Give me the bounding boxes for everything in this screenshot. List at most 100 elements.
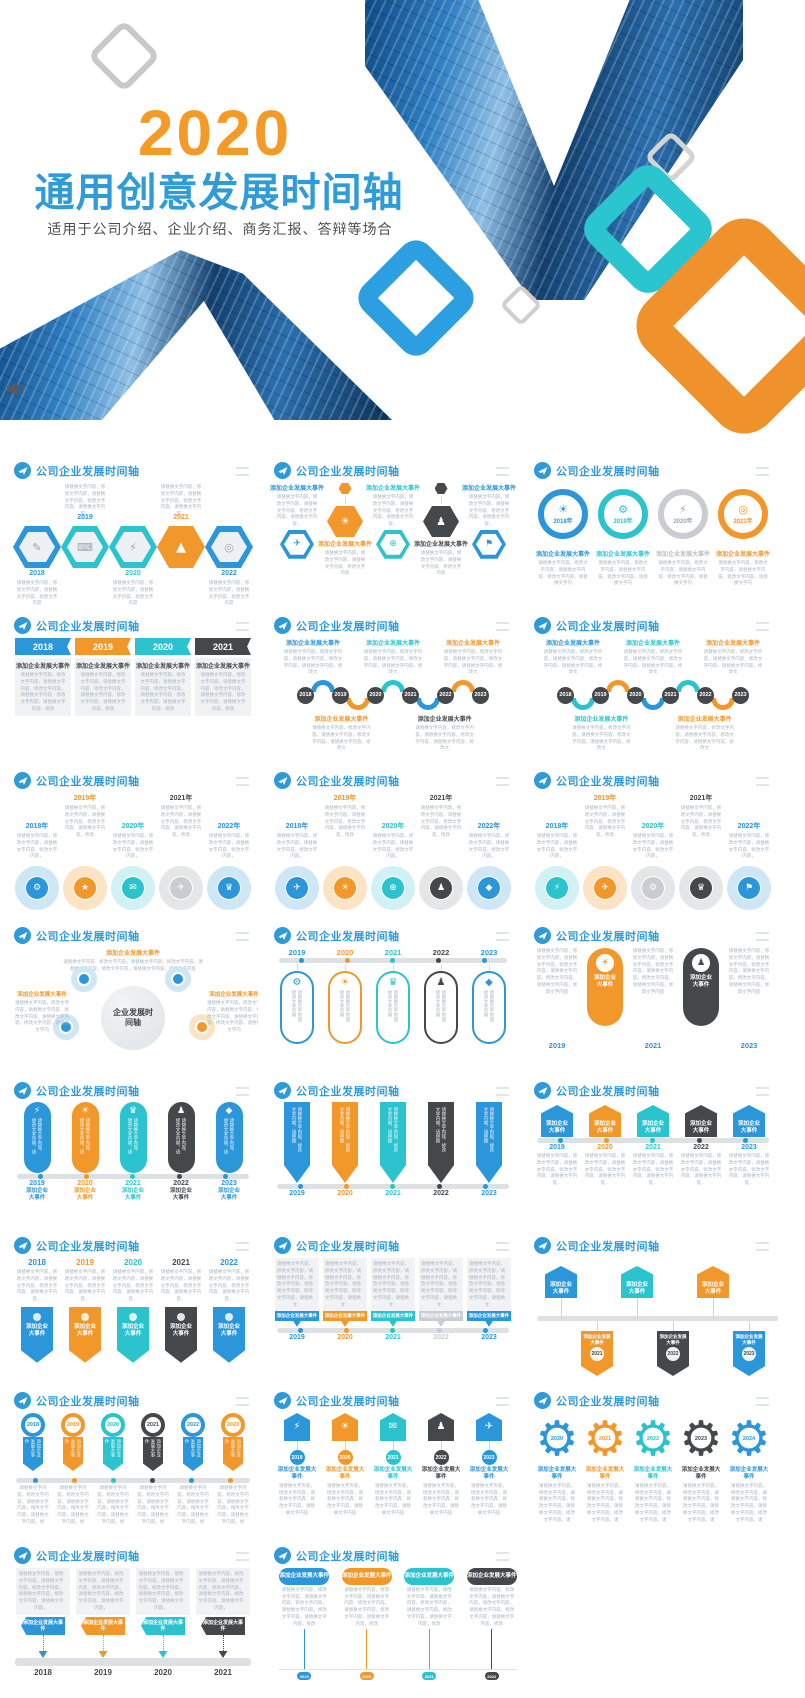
slide-body: 2018年 请替换文字内容，修改文字内容，请替换文字内容，修改文字内容， 2019年…: [533, 793, 773, 918]
diamond-ring-blue: [350, 232, 482, 364]
speaker-icon[interactable]: [5, 377, 29, 401]
timeline-circle: ✈: [275, 866, 319, 910]
slide-thumbnail-13[interactable]: 公司企业发展时间轴 ⚡ 请替换文字内容，修改文字内容，请 ☀ 请替换文字内容，修改文字内…: [8, 1075, 258, 1230]
event-panel: 添加企业发展大事件请替换文字内容，修改文字内容，请替换文字内容，修改文字内容，请…: [15, 658, 71, 716]
gear-icon: ⚙2020: [534, 1415, 580, 1463]
event-panel: 请替换文字内容，修改文字内容，请替换文字内容，修改文字内容，请替换文字内容，修改…: [419, 1258, 463, 1312]
slide-thumbnail-22[interactable]: 公司企业发展时间轴 请替换文字内容，修改文字内容，请替换文字内容，修改文字内容，请…: [8, 1540, 258, 1695]
year-label: 2020: [125, 570, 141, 577]
slide-thumbnail-12[interactable]: 公司企业发展时间轴请替换文字内容，修改文字内容，请替换文字内容，修改文字内容，请…: [528, 920, 778, 1075]
slide-thumbnail-3[interactable]: 公司企业发展时间轴 ☀ 2018年 ⚙ 2019年 ⚡ 2020年 ◎ 2021年 添加企业发展大…: [528, 455, 778, 610]
trophy-icon: ♛: [224, 882, 234, 893]
timeline-node: 2020: [367, 686, 384, 704]
slide-thumbnail-11[interactable]: 公司企业发展时间轴 2019 2020 2021 2022 2023 ⚙ 请替换文字内容，修改…: [268, 920, 518, 1075]
year-label: 2021: [385, 1450, 401, 1465]
timeline-capsule: ☀ 请替换文字内容，修改文字内容，请: [71, 1102, 99, 1173]
menu-dashes-icon: [236, 1242, 249, 1251]
slide-thumbnail-18[interactable]: 公司企业发展时间轴 添加企业大事件 添加企业大事件 添加企业大事件 添加企业发展大事件 2…: [528, 1230, 778, 1385]
slide-thumbnail-14[interactable]: 公司企业发展时间轴 请替换文字内容，修改文字内容，请替换 请替换文字内容，修改文字内…: [268, 1075, 518, 1230]
timeline-pin: 添加企业大事件: [621, 1266, 653, 1298]
timeline-node: ✈: [594, 877, 616, 899]
slide-thumbnail-21[interactable]: 公司企业发展时间轴 ⚙2020⚙2021⚙2022⚙2023⚙2024 添加企业发展…: [528, 1385, 778, 1540]
hexagon-shape: ♟: [423, 506, 459, 537]
slide-thumbnail-20[interactable]: 公司企业发展时间轴 ⚡ 2019 添加企业发展大事件 请替换文字内容，修改文字内容，请替…: [268, 1385, 518, 1540]
placeholder-text: 请替换文字内容，修改文字内容，请替换文字内容，修改文字内容，请替换文字内容，: [632, 1153, 674, 1185]
paper-plane-glyph: [538, 931, 547, 940]
satellite-circle: [165, 966, 191, 992]
event-title: 添加企业大事件: [545, 1121, 568, 1135]
slide-thumbnail-1[interactable]: 公司企业发展时间轴 请替换文字内容，修改文字内容，请替换文字内容，修改文字内容，请…: [8, 455, 258, 610]
slide-thumbnail-6[interactable]: 公司企业发展时间轴 添加企业发展大事件 请替换文字内容，修改文字内容，请替换文字内容…: [528, 610, 778, 765]
hexagon-shape: [434, 483, 448, 494]
year-label: 2020: [337, 1450, 353, 1465]
timeline-node: [650, 1138, 656, 1143]
slide-thumbnail-5[interactable]: 公司企业发展时间轴 添加企业发展大事件 请替换文字内容，修改文字内容，请替换文字内容…: [268, 610, 518, 765]
placeholder-text: 请替换文字内容，修改文字内容，请替换文字内容，修改文字内容，: [468, 833, 510, 859]
year-label: 2019: [289, 1333, 305, 1341]
satellite-circle: [53, 1014, 79, 1040]
event-title: 添加企业发展大事件: [469, 1467, 509, 1480]
wave-arc: [451, 680, 475, 692]
person-icon: ♟: [176, 1106, 186, 1116]
slide-row: 添加企业发展大事件 请替换文字内容，修改文字内容，请替换文字内容，修改文字内容，请…: [533, 638, 773, 676]
placeholder-text: 请替换文字内容，修改文字内容，请: [128, 1118, 139, 1154]
timeline-item: 请替换文字内容，修改文字内容，请替换文字内容，修改文字内容，请替换文字内容，修改…: [323, 1258, 368, 1327]
year-label: 2020年: [381, 823, 405, 830]
year-label: 2021: [172, 1258, 190, 1267]
placeholder-text: 请替换文字内容，修改文字内容，请替换文字内容，修改文字内容，请替换文字内容，修改…: [20, 672, 66, 711]
timeline-arrow: 添加企业大事件: [117, 1306, 149, 1363]
satellite-circle: [71, 966, 97, 992]
slide-body: 请替换文字内容，修改文字内容，请替换文字内容，修改文字内容，请替换文字内容，修改…: [533, 948, 773, 1073]
slide-thumbnail-9[interactable]: 公司企业发展时间轴 2018年 请替换文字内容，修改文字内容，请替换文字内容，修改文…: [528, 765, 778, 920]
timeline-item: 请替换文字内容，修改文字内容，请替换文字内容，修改文字内容，请替换文字内容，: [158, 484, 204, 518]
event-title: 添加企业发展大事件: [545, 641, 600, 647]
connector-line: [748, 1321, 750, 1331]
timeline-item: 2019 添加企业发展大事件: [54, 1413, 92, 1471]
slide-thumbnail-17[interactable]: 公司企业发展时间轴 请替换文字内容，修改文字内容，请替换文字内容，修改文字内容，请…: [268, 1230, 518, 1385]
timeline-circle: ✈: [159, 866, 203, 910]
timeline-capsule: ◆ 请替换文字内容，修改文字内容: [472, 971, 506, 1044]
placeholder-text: 请替换文字内容，修改文字内容，请替换文字内容，修改文字内容，请替换文字内容，修: [177, 1485, 209, 1524]
timeline-circle: 2023: [221, 1413, 245, 1437]
year-label: 2019年: [73, 795, 97, 802]
timeline-pin: 添加企业大事件: [545, 1266, 577, 1298]
year-label: 2020: [359, 1672, 374, 1680]
timeline-item: ♛ 请替换文字内容，修改文字内容: [371, 964, 415, 1044]
slide-thumbnail-8[interactable]: 公司企业发展时间轴 2018年 请替换文字内容，修改文字内容，请替换文字内容，修改文…: [268, 765, 518, 920]
year-label: 2021年: [169, 795, 193, 802]
timeline-item: ♟ 请替换文字内容，修改文字内容: [419, 964, 463, 1044]
menu-dashes-icon: [496, 932, 509, 941]
menu-dashes-icon: [496, 467, 509, 476]
slide-row: 请替换文字内容，修改文字内容，请替换文字内容，修改文字内容，请替换文字内容， 请替…: [13, 484, 253, 516]
slide-thumbnail-15[interactable]: 公司企业发展时间轴 添加企业大事件 添加企业大事件 添加企业大事件 添加企业大事件 添加企…: [528, 1075, 778, 1230]
slide-thumbnail-16[interactable]: 公司企业发展时间轴 2018 2019 2020 2021 2022 请替换文字内容，修改文…: [8, 1230, 258, 1385]
year-label: 2021: [596, 1430, 614, 1448]
wave-arc: [311, 680, 335, 692]
paper-plane-glyph: [278, 466, 287, 475]
timeline-node: 2023: [732, 686, 749, 704]
slide-thumbnail-10[interactable]: 公司企业发展时间轴 添加企业发展大事件 请替换文字内容，修改文字内容，请替换文字内容…: [8, 920, 258, 1075]
slide-title: 公司企业发展时间轴: [556, 930, 660, 943]
slide-thumbnail-2[interactable]: 公司企业发展时间轴 添加企业发展大事件 请替换文字内容，修改文字内容，请替换文字内容…: [268, 455, 518, 610]
ribbon-year: 2018: [15, 638, 71, 655]
hexagon-shape: ◎: [211, 532, 247, 562]
placeholder-text: 请替换文字内容，修改文字内容，请替换: [388, 1107, 399, 1152]
slide-title: 公司企业发展时间轴: [296, 465, 400, 478]
person-icon: ♟: [436, 515, 446, 528]
slide-thumbnail-7[interactable]: 公司企业发展时间轴 2018年 请替换文字内容，修改文字内容，请替换文字内容，修改文…: [8, 765, 258, 920]
slide-title: 公司企业发展时间轴: [36, 1550, 140, 1563]
slide-thumbnail-4[interactable]: 公司企业发展时间轴 2018 添加企业发展大事件 请替换文字内容，修改文字内容，请替换…: [8, 610, 258, 765]
slide-thumbnail-19[interactable]: 公司企业发展时间轴 2018 添加企业发展大事件 2019 添加企业发展大事件 2020 添…: [8, 1385, 258, 1540]
slide-thumbnail-23[interactable]: 公司企业发展时间轴 添加企业发展大事件 请替换文字内容，修改文字内容，请替换文字内容…: [268, 1540, 518, 1695]
timeline-item: 2019 添加企业发展大事件 请替换文字内容，修改文字内容，请替换文字内容，修改文字…: [75, 638, 131, 716]
event-title: 添加企业发展大事件: [16, 664, 71, 670]
event-title: 添加企业发展大事件: [196, 664, 251, 670]
placeholder-text: 请替换文字内容，修改文字内容，请替换文字内容，修改文字内容，请替换文字内容，修改…: [281, 1586, 327, 1626]
connector-line: [392, 1441, 394, 1450]
placeholder-text: 请替换文字内容，修改文字内容，请: [32, 1118, 43, 1154]
timeline-node: ☀: [334, 877, 356, 899]
chart-icon: ⚡: [33, 1106, 41, 1116]
slide-row: 2019 2020 2021 2022 2023: [273, 1334, 513, 1341]
event-title: 添加企业发展大事件: [633, 1467, 673, 1480]
laptop-icon: ⌨: [77, 540, 93, 554]
